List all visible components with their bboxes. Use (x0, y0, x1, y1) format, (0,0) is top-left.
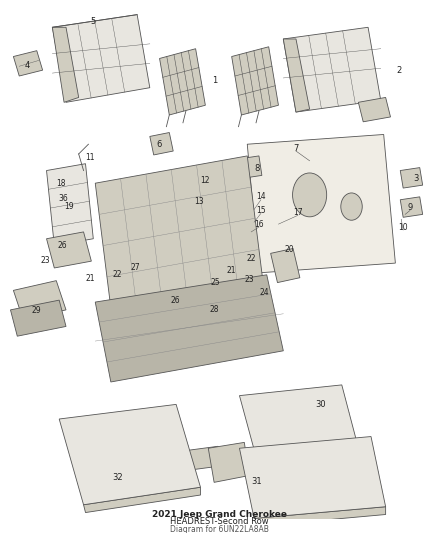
Text: 36: 36 (58, 195, 68, 203)
Text: 12: 12 (201, 176, 210, 185)
Text: 28: 28 (209, 305, 219, 314)
Text: 21: 21 (227, 266, 237, 276)
Polygon shape (400, 167, 423, 188)
Ellipse shape (341, 193, 362, 220)
Text: 22: 22 (247, 254, 256, 263)
Polygon shape (84, 487, 201, 513)
Polygon shape (247, 134, 396, 273)
Polygon shape (283, 27, 381, 112)
Text: Diagram for 6UN22LA8AB: Diagram for 6UN22LA8AB (170, 525, 268, 533)
Text: 3: 3 (413, 174, 419, 183)
Text: 26: 26 (57, 241, 67, 250)
Text: 23: 23 (41, 256, 50, 265)
Text: 26: 26 (170, 296, 180, 305)
Polygon shape (14, 281, 66, 320)
Text: 4: 4 (25, 61, 30, 70)
Polygon shape (14, 51, 42, 76)
Polygon shape (358, 98, 391, 122)
Polygon shape (95, 275, 283, 382)
Text: 31: 31 (252, 477, 262, 486)
Text: 32: 32 (112, 473, 123, 482)
Text: 23: 23 (244, 275, 254, 284)
Polygon shape (53, 14, 150, 102)
Polygon shape (240, 437, 385, 519)
Text: 30: 30 (315, 400, 326, 409)
Text: 6: 6 (156, 140, 161, 149)
Polygon shape (46, 164, 93, 246)
Text: 2: 2 (397, 66, 402, 75)
Polygon shape (400, 197, 423, 217)
Polygon shape (208, 442, 249, 482)
Text: 18: 18 (57, 179, 66, 188)
Polygon shape (254, 507, 385, 526)
Text: 16: 16 (254, 220, 264, 229)
Text: 19: 19 (64, 202, 74, 211)
Polygon shape (240, 156, 262, 179)
Text: 10: 10 (398, 223, 408, 231)
Polygon shape (255, 440, 357, 464)
Text: 8: 8 (254, 164, 260, 173)
Polygon shape (59, 405, 201, 505)
Polygon shape (189, 446, 222, 470)
Polygon shape (53, 27, 79, 102)
Text: 14: 14 (256, 192, 266, 201)
Text: 5: 5 (91, 17, 96, 26)
Text: 21: 21 (85, 274, 95, 283)
Polygon shape (154, 300, 183, 324)
Polygon shape (240, 385, 357, 453)
Text: HEADREST-Second Row: HEADREST-Second Row (170, 518, 268, 527)
Text: 17: 17 (293, 208, 303, 217)
Polygon shape (95, 156, 267, 339)
Polygon shape (191, 171, 213, 191)
Polygon shape (283, 39, 310, 112)
Text: 11: 11 (85, 154, 95, 163)
Text: 9: 9 (407, 203, 413, 212)
Text: 2021 Jeep Grand Cherokee: 2021 Jeep Grand Cherokee (152, 510, 286, 519)
Text: 1: 1 (212, 76, 218, 85)
Polygon shape (232, 47, 279, 115)
Text: 22: 22 (113, 270, 122, 279)
Text: 20: 20 (284, 245, 294, 254)
Text: 7: 7 (293, 143, 299, 152)
Polygon shape (159, 49, 205, 115)
Text: 13: 13 (194, 197, 203, 206)
Text: 24: 24 (259, 288, 268, 297)
Text: 29: 29 (32, 306, 42, 316)
Text: 25: 25 (210, 278, 220, 287)
Polygon shape (271, 248, 300, 282)
Text: 15: 15 (256, 206, 266, 215)
Polygon shape (46, 232, 92, 268)
Ellipse shape (293, 173, 327, 217)
Polygon shape (11, 300, 66, 336)
Text: 27: 27 (131, 263, 140, 272)
Polygon shape (150, 133, 173, 155)
